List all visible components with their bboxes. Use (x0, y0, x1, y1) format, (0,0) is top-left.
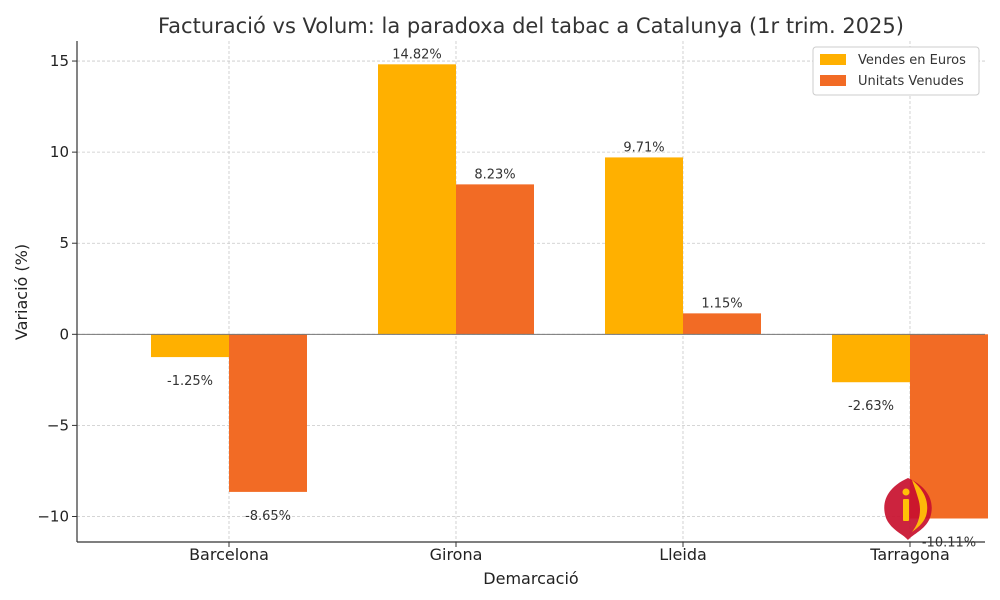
y-tick-label: 15 (50, 52, 69, 70)
x-tick-label: Lleida (659, 545, 707, 564)
legend-swatch-unitats (820, 75, 846, 86)
y-tick-label: 5 (59, 234, 69, 252)
info-i-logo-icon (884, 478, 932, 540)
logo-i-stem (903, 499, 909, 521)
bar-unitats (910, 334, 988, 519)
legend-label-vendes: Vendes en Euros (858, 53, 966, 68)
axes: 15 10 5 0 −5 −10 Barcelona Girona Lleida Tarragon… (37, 41, 985, 564)
y-axis-title: Variació (%) (12, 244, 31, 340)
chart-title: Facturació vs Volum: la paradoxa del tab… (158, 14, 904, 38)
bar-unitats (229, 334, 307, 492)
bar-vendes (832, 334, 910, 383)
bars (151, 64, 988, 519)
bar-unitats (683, 313, 761, 335)
bar-vendes (151, 334, 229, 358)
data-label: 14.82% (392, 47, 442, 62)
logo-i-dot (902, 488, 910, 496)
x-tick-label: Girona (430, 545, 483, 564)
bar-vendes (378, 64, 456, 335)
x-tick-label: Tarragona (869, 545, 950, 564)
data-label: -2.63% (848, 399, 894, 414)
legend: Vendes en Euros Unitats Venudes (812, 46, 980, 96)
logo-flame-accent (912, 480, 928, 532)
data-label: 9.71% (623, 140, 664, 155)
y-tick-label: −5 (47, 416, 69, 434)
x-axis-title: Demarcació (483, 569, 578, 588)
bar-vendes (605, 157, 683, 335)
legend-label-unitats: Unitats Venudes (858, 74, 964, 89)
data-label: 8.23% (474, 167, 515, 182)
y-tick-label: 0 (59, 325, 69, 343)
y-tick-label: 10 (50, 143, 69, 161)
data-labels: -1.25% 14.82% 9.71% -2.63% -8.65% 8.23% 1.15% -… (167, 47, 976, 550)
data-label: -10.11% (922, 535, 976, 550)
x-tick-label: Barcelona (189, 545, 269, 564)
y-tick-label: −10 (37, 507, 69, 525)
data-label: 1.15% (701, 296, 742, 311)
legend-frame (812, 46, 980, 96)
legend-swatch-vendes (820, 54, 846, 65)
bar-unitats (456, 184, 534, 335)
data-label: -1.25% (167, 374, 213, 389)
data-label: -8.65% (245, 509, 291, 524)
